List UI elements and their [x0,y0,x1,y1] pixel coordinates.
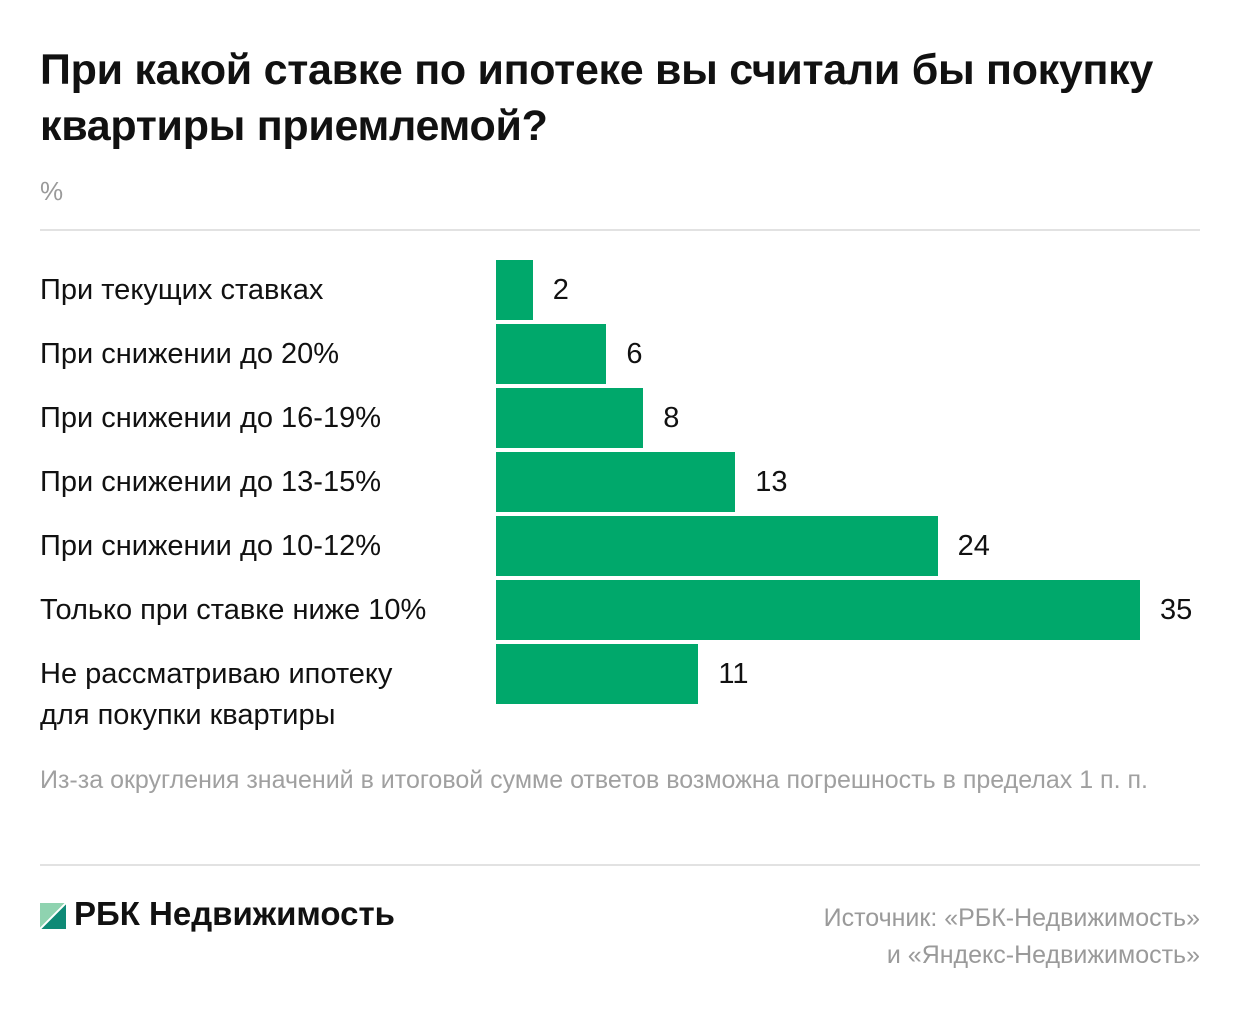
source-line-2: и «Яндекс-Недвижимость» [886,941,1200,969]
category-label: Только при ставке ниже 10% [40,590,426,631]
bottom-divider [40,864,1200,866]
footnote: Из-за округления значений в итоговой сум… [40,766,1148,794]
top-divider [40,229,1200,231]
source-line-1: Источник: «РБК-Недвижимость» [823,904,1200,932]
bar [496,580,1140,640]
category-label: Не рассматриваю ипотеку для покупки кварт… [40,654,392,736]
chart-title: При какой ставке по ипотеке вы считали б… [40,46,1154,150]
unit-label: % [40,176,64,206]
source: Источник: «РБК-Недвижимость» и «Яндекс-Н… [824,900,1200,974]
category-label-line: Не рассматриваю ипотеку [40,658,393,690]
category-label: При текущих ставках [40,270,323,311]
bar [496,644,699,704]
brand-name: РБК Недвижимость [74,895,395,932]
category-label-line: При снижении до 16-19% [40,402,382,434]
category-label-line: При текущих ставках [40,274,324,306]
bar [496,260,533,320]
value-label: 35 [1160,594,1193,626]
category-label-line: Только при ставке ниже 10% [40,594,427,626]
category-label-line: для покупки квартиры [40,699,336,731]
bar [496,324,607,384]
category-label-line: При снижении до 20% [40,338,340,370]
bar [496,388,644,448]
category-label: При снижении до 10-12% [40,526,381,567]
value-label: 2 [552,274,569,306]
value-label: 24 [957,530,990,562]
bar [496,516,938,576]
category-label-line: При снижении до 13-15% [40,466,382,498]
category-label: При снижении до 16-19% [40,398,381,439]
category-label-line: При снижении до 10-12% [40,530,382,562]
category-label: При снижении до 20% [40,334,339,375]
bar [496,452,736,512]
value-label: 8 [663,402,680,434]
value-label: 13 [755,466,788,498]
value-label: 6 [626,338,643,370]
category-label: При снижении до 13-15% [40,462,381,503]
rbc-logo-icon [40,903,66,929]
value-label: 11 [718,658,749,690]
